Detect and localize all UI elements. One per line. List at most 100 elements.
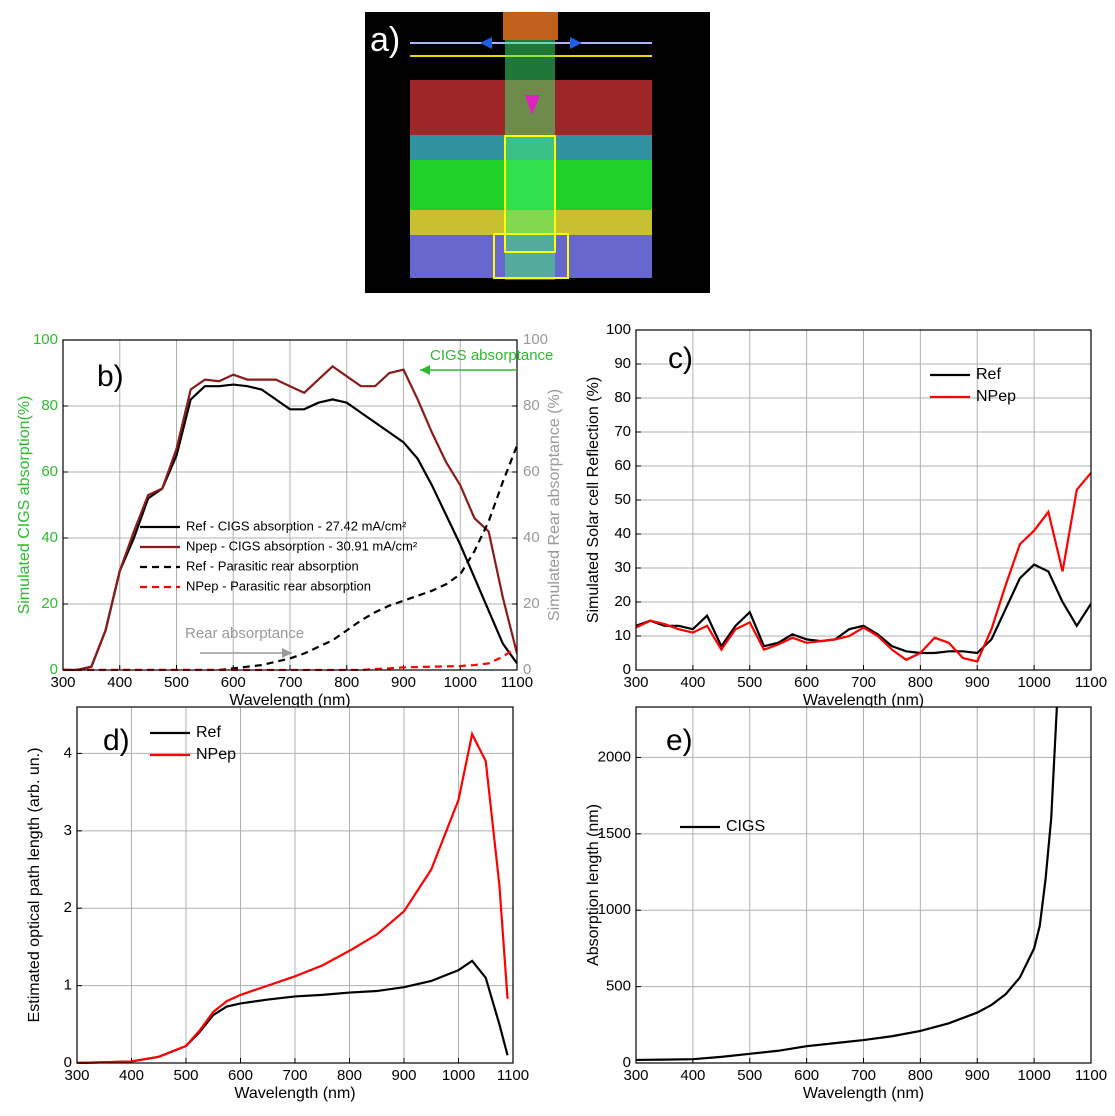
x-tick-label: 300 <box>64 1067 89 1084</box>
y-axis-label: Absorption length (nm) <box>585 804 602 966</box>
series-line <box>63 383 517 671</box>
x-tick-label: 600 <box>221 674 246 691</box>
x-tick-label: 300 <box>623 1067 648 1084</box>
x-axis-label: Wavelength (nm) <box>803 692 924 709</box>
y-tick-label: 500 <box>606 978 631 995</box>
y-tick-label: 80 <box>41 397 58 414</box>
y-tick-label: 0 <box>50 661 58 678</box>
y2-tick-label: 20 <box>523 595 540 612</box>
x-tick-label: 700 <box>282 1067 307 1084</box>
y-tick-label: 4 <box>64 744 72 761</box>
x-tick-label: 800 <box>337 1067 362 1084</box>
panel-label: c) <box>668 342 693 375</box>
series-line <box>636 706 1058 1062</box>
plot-frame <box>635 706 1092 1064</box>
x-tick-label: 400 <box>680 1067 705 1084</box>
legend-label: Ref - Parasitic rear absorption <box>186 558 359 573</box>
y-tick-label: 100 <box>606 321 631 338</box>
x-tick-label: 600 <box>228 1067 253 1084</box>
legend-label: CIGS <box>726 818 765 835</box>
y-tick-label: 40 <box>41 529 58 546</box>
y-tick-label: 2 <box>64 899 72 916</box>
series-line <box>63 364 517 671</box>
x-tick-label: 700 <box>851 1067 876 1084</box>
x-tick-label: 400 <box>119 1067 144 1084</box>
x-tick-label: 700 <box>277 674 302 691</box>
plot-frame <box>62 339 518 671</box>
legend-label: Npep - CIGS absorption - 30.91 mA/cm² <box>186 538 418 553</box>
panel-label: b) <box>97 360 124 393</box>
x-tick-label: 500 <box>737 674 762 691</box>
x-tick-label: 400 <box>107 674 132 691</box>
x-axis-label: Wavelength (nm) <box>803 1085 924 1102</box>
x-tick-label: 600 <box>794 1067 819 1084</box>
legend-label: Ref - CIGS absorption - 27.42 mA/cm² <box>186 518 407 533</box>
series-line <box>636 563 1091 655</box>
x-tick-label: 900 <box>965 1067 990 1084</box>
y-tick-label: 50 <box>614 491 631 508</box>
x-tick-label: 500 <box>737 1067 762 1084</box>
x-tick-label: 500 <box>164 674 189 691</box>
legend-label: NPep - Parasitic rear absorption <box>186 578 371 593</box>
plot-frame <box>76 706 514 1064</box>
y2-tick-label: 100 <box>523 331 548 348</box>
x-tick-label: 900 <box>391 674 416 691</box>
x-axis-label: Wavelength (nm) <box>229 692 350 709</box>
y-tick-label: 60 <box>41 463 58 480</box>
x-tick-label: 800 <box>908 1067 933 1084</box>
legend-label: Ref <box>196 724 221 741</box>
y2-tick-label: 80 <box>523 397 540 414</box>
x-tick-label: 1000 <box>1017 1067 1050 1084</box>
y-tick-label: 40 <box>614 525 631 542</box>
x-tick-label: 300 <box>50 674 75 691</box>
y-tick-label: 2000 <box>598 748 631 765</box>
legend-label: NPep <box>976 388 1016 405</box>
x-axis-label: Wavelength (nm) <box>234 1085 355 1102</box>
annotation-arrow-head <box>282 648 292 658</box>
x-tick-label: 1100 <box>501 674 533 691</box>
x-tick-label: 1100 <box>1075 1067 1107 1084</box>
y-tick-label: 0 <box>64 1054 72 1071</box>
y-axis-label: Simulated CIGS absorption(%) <box>16 396 33 615</box>
plot-frame <box>635 329 1092 671</box>
y-tick-label: 1 <box>64 977 72 994</box>
panel-label: a) <box>370 21 400 59</box>
panel-label: e) <box>666 724 693 757</box>
x-tick-label: 800 <box>334 674 359 691</box>
legend-label: NPep <box>196 746 236 763</box>
x-tick-label: 1100 <box>1075 674 1107 691</box>
y-axis-label: Estimated optical path length (arb. un.) <box>26 748 43 1023</box>
x-tick-label: 1000 <box>444 674 477 691</box>
x-tick-label: 700 <box>851 674 876 691</box>
panel-a-image: a) <box>365 12 710 293</box>
annotation-arrow-head <box>420 365 430 375</box>
x-tick-label: 400 <box>680 674 705 691</box>
x-tick-label: 1100 <box>497 1067 529 1084</box>
y-tick-label: 1500 <box>598 825 631 842</box>
y2-tick-label: 60 <box>523 463 540 480</box>
panel-label: d) <box>103 724 130 757</box>
y-tick-label: 10 <box>614 627 631 644</box>
y-tick-label: 80 <box>614 389 631 406</box>
y-tick-label: 60 <box>614 457 631 474</box>
y-tick-label: 0 <box>623 661 631 678</box>
y-tick-label: 1000 <box>598 901 631 918</box>
x-tick-label: 1000 <box>442 1067 475 1084</box>
y-axis-label: Simulated Solar cell Reflection (%) <box>585 377 602 623</box>
y-tick-label: 90 <box>614 355 631 372</box>
annotation: CIGS absorptance <box>430 347 553 364</box>
x-tick-label: 300 <box>623 674 648 691</box>
y-tick-label: 100 <box>33 331 58 348</box>
y-tick-label: 0 <box>623 1054 631 1071</box>
y-tick-label: 20 <box>614 593 631 610</box>
x-tick-label: 1000 <box>1017 674 1050 691</box>
legend-label: Ref <box>976 366 1001 383</box>
y-tick-label: 30 <box>614 559 631 576</box>
y-tick-label: 20 <box>41 595 58 612</box>
x-tick-label: 900 <box>391 1067 416 1084</box>
series-line <box>77 730 509 1064</box>
y2-tick-label: 0 <box>523 661 531 678</box>
series-line <box>636 472 1091 663</box>
y2-tick-label: 40 <box>523 529 540 546</box>
